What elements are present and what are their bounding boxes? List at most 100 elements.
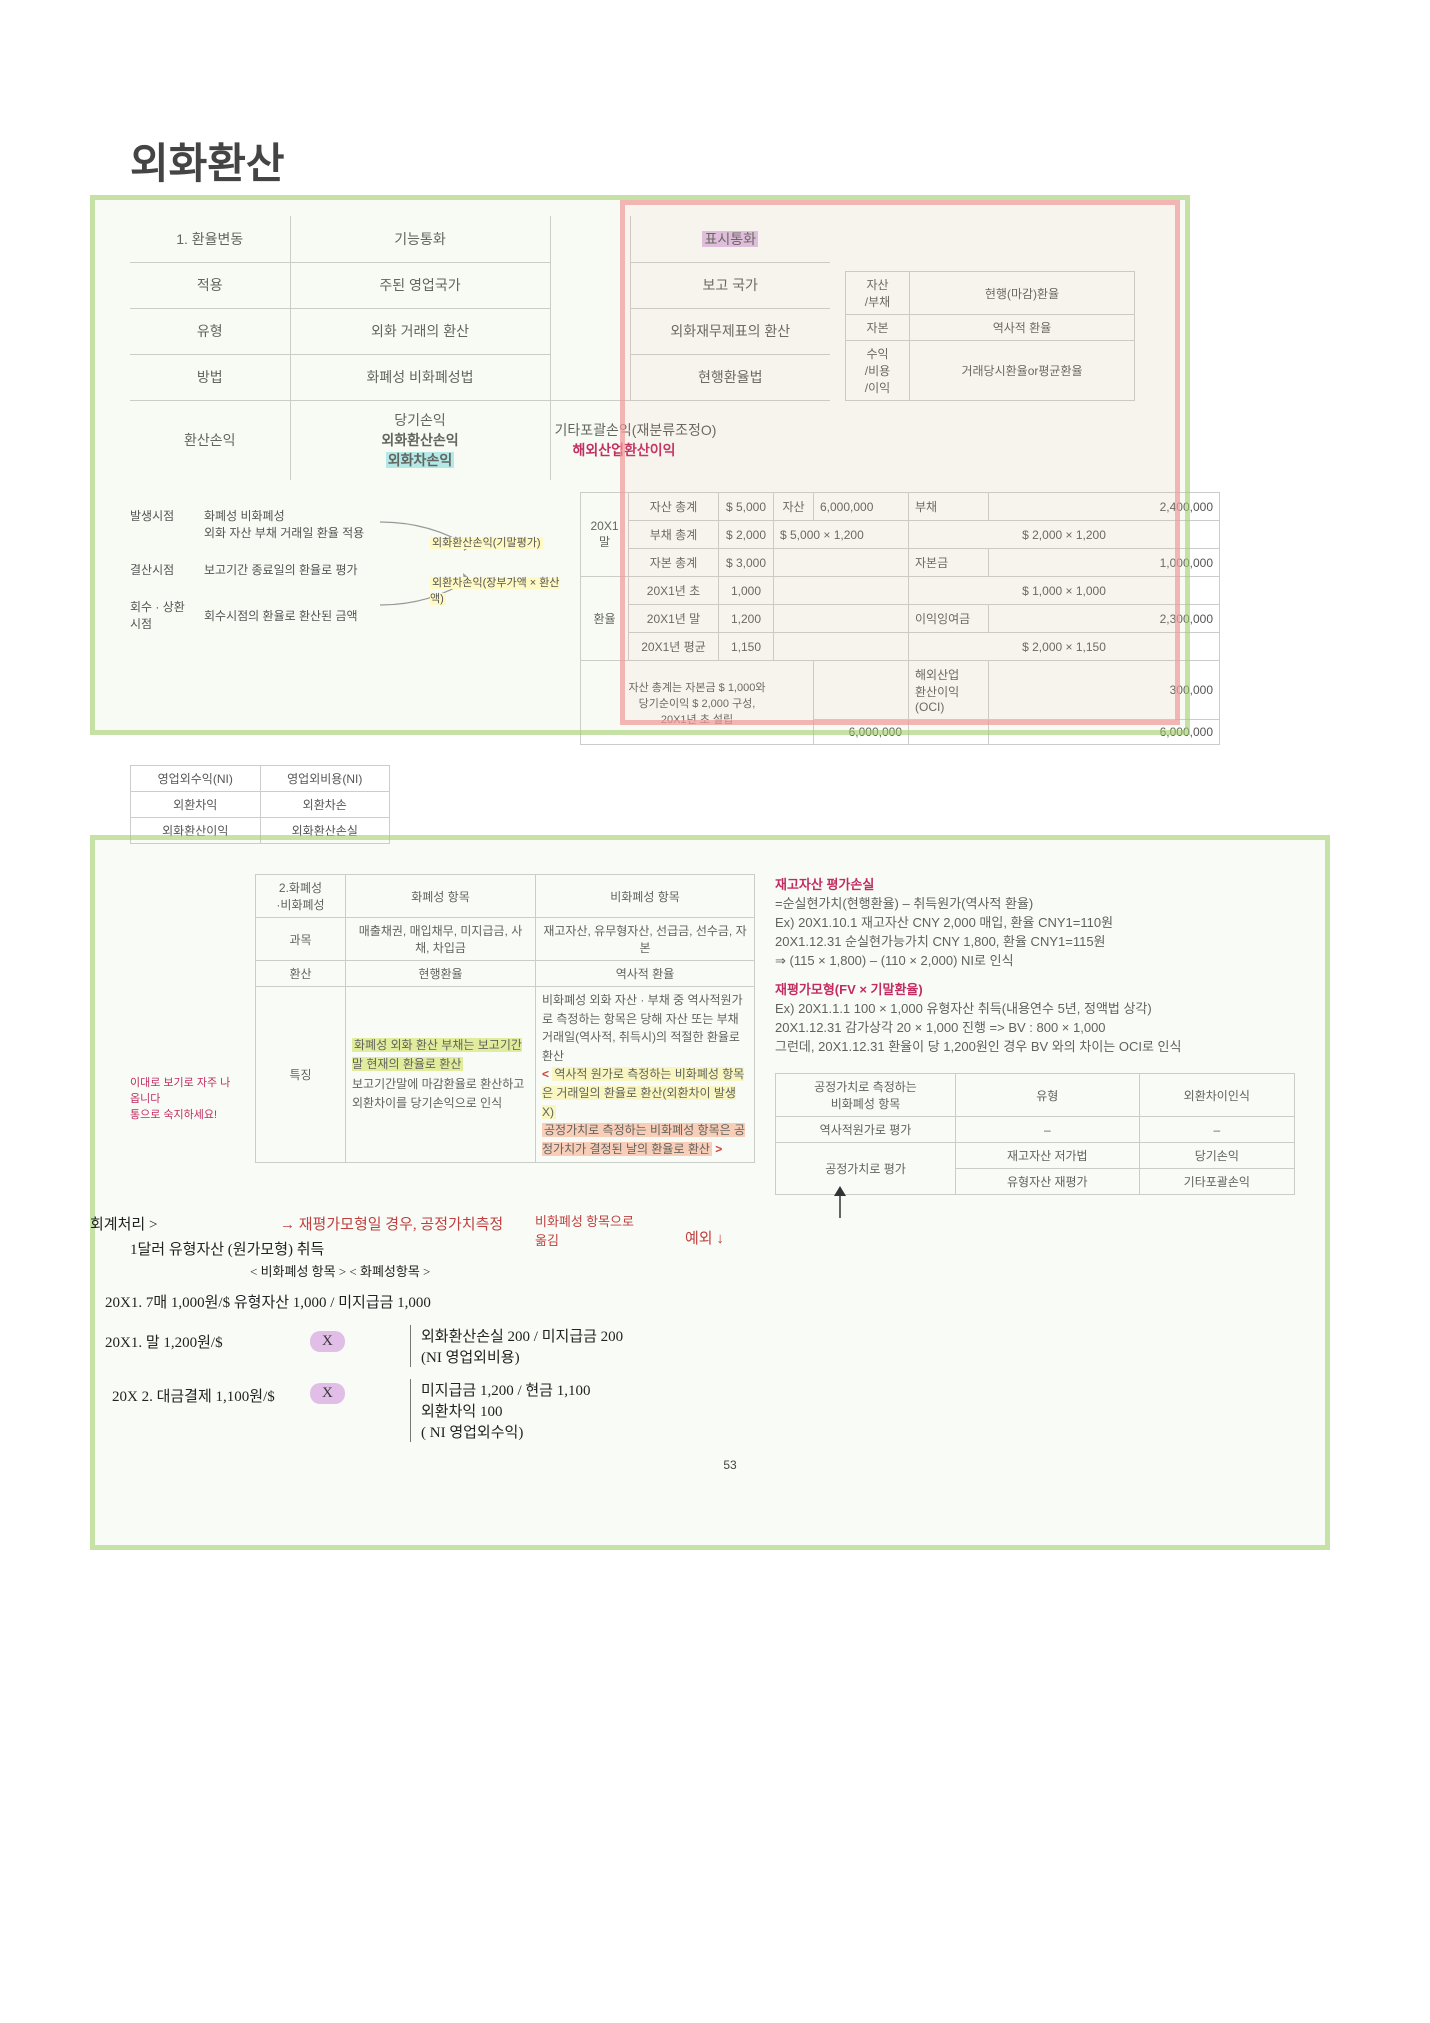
cell: $ 1,000 × 1,000 (909, 577, 1220, 605)
cell-text: 역사적 원가로 측정하는 비화폐성 항목은 거래일의 환율로 환산(외환차이 발… (542, 1067, 744, 1118)
cell: 20X1년 말 (629, 605, 719, 633)
handwriting: < 비화폐성 항목 > < 화폐성항목 > (250, 1261, 430, 1280)
cell: 표시통화 (702, 231, 758, 247)
cell: 수익 /비용 /이익 (846, 341, 910, 401)
cell: 현행환율법 (630, 354, 830, 400)
cell: $ 3,000 (719, 549, 774, 577)
fv-table: 공정가치로 측정하는 비화폐성 항목 유형 외환차이인식 역사적원가로 평가 –… (775, 1073, 1295, 1195)
handwriting: 예외 ↓ (685, 1227, 724, 1248)
cell: 부채 (909, 493, 989, 521)
cell: 부채 총계 (629, 521, 719, 549)
cell: 환율 (581, 577, 629, 661)
cell: 주된 영업국가 (290, 262, 550, 308)
x-badge: X (310, 1383, 345, 1404)
note-text: 보고기간 종료일의 환율로 평가 (204, 561, 358, 578)
cell: 화폐성 비화폐성법 (290, 354, 550, 400)
cell: – (956, 1117, 1140, 1143)
cell: 환산손익 (130, 400, 290, 480)
cell: $ 2,000 × 1,200 (909, 521, 1220, 549)
cell: 적용 (130, 262, 290, 308)
cell: 재고자산 저가법 (956, 1143, 1140, 1169)
x-badge: X (310, 1331, 345, 1352)
cell: 300,000 (989, 661, 1220, 720)
cell: 외환차익 (131, 792, 261, 818)
cell: 2.화폐성 ·비화폐성 (256, 875, 346, 918)
handwriting: 20X1. 7매 1,000원/$ 유형자산 1,000 / 미지급금 1,00… (105, 1291, 431, 1312)
cell: 당기손익 (1139, 1143, 1294, 1169)
cell: 기타포괄손익(재분류조정O) (555, 420, 821, 440)
cell: 이익잉여금 (909, 605, 989, 633)
note-text: 회수시점의 환율로 환산된 금액 (204, 607, 358, 624)
cell: 역사적 환율 (910, 315, 1135, 341)
cell: 외화환산손익 (301, 430, 540, 450)
handwriting: 회계처리 > (90, 1213, 157, 1234)
cell: 화폐성 항목 (346, 875, 536, 918)
handwriting: 1달러 유형자산 (원가모형) 취득 (130, 1238, 324, 1259)
cell: 재고자산, 유무형자산, 선급금, 선수금, 자본 (536, 918, 755, 961)
cell: $ 2,000 (719, 521, 774, 549)
cell: 6,000,000 (814, 720, 909, 745)
cell: 보고 국가 (630, 262, 830, 308)
cell: 1,150 (719, 633, 774, 661)
arrow-label: 외화환산손익(기말평가) (430, 537, 543, 549)
side-rate-table: 자산 /부채현행(마감)환율 자본역사적 환율 수익 /비용 /이익거래당시환율… (845, 271, 1135, 401)
cell: 현행(마감)환율 (910, 272, 1135, 315)
cell (550, 216, 630, 262)
handwriting: 미지급금 1,200 / 현금 1,100 외환차익 100 ( NI 영업외수… (410, 1379, 590, 1442)
cell: 역사적원가로 평가 (776, 1117, 956, 1143)
cell: 1,000 (719, 577, 774, 605)
arrows-svg (375, 507, 575, 627)
heading: 재고자산 평가손실 (775, 874, 1295, 893)
main-concept-table: 1. 환율변동 기능통화 표시통화 적용 주된 영업국가 보고 국가 유형 외화… (130, 216, 830, 480)
cell: 비화폐성 항목 (536, 875, 755, 918)
cell: 외환차손 (260, 792, 390, 818)
cell: 20X1년 초 (629, 577, 719, 605)
page-number: 53 (130, 1458, 1330, 1472)
cell: 1,000,000 (989, 549, 1220, 577)
text: 20X1.12.31 순실현가능가치 CNY 1,800, 환율 CNY1=11… (775, 931, 1295, 950)
cell: 과목 (256, 918, 346, 961)
cell: 유형 (956, 1074, 1140, 1117)
cell: 자산 총계는 자본금 $ 1,000와 당기순이익 $ 2,000 구성, 20… (581, 661, 814, 745)
note-label: 발생시점 (130, 507, 190, 524)
cell: 자산 /부채 (846, 272, 910, 315)
cell: 2,400,000 (989, 493, 1220, 521)
handwriting: → 재평가모형일 경우, 공정가치측정 (280, 1213, 503, 1234)
cell: 외화 거래의 환산 (290, 308, 550, 354)
arrow-label: 외환차손익(장부가액 × 환산액) (430, 577, 560, 605)
cell: 당기손익 (301, 410, 540, 430)
cell: 외화환산손실 (260, 818, 390, 844)
heading: 재평가모형(FV × 기말환율) (775, 979, 1295, 998)
cell: 환산 (256, 961, 346, 987)
cell: 외화재무제표의 환산 (630, 308, 830, 354)
cell: 기능통화 (290, 216, 550, 262)
ni-table: 영업외수익(NI)영업외비용(NI) 외환차익외환차손 외화환산이익외화환산손실 (130, 765, 390, 844)
cell: $ 5,000 × 1,200 (774, 521, 909, 549)
monetary-table: 2.화폐성 ·비화폐성 화폐성 항목 비화폐성 항목 과목 매출채권, 매입채무… (255, 874, 755, 1163)
cell: – (1139, 1117, 1294, 1143)
cell: $ 5,000 (719, 493, 774, 521)
note-text: 외화 자산 부채 거래일 환율 적용 (204, 524, 364, 541)
cell: 6,000,000 (989, 720, 1220, 745)
cell: 외화환산이익 (131, 818, 261, 844)
cell: 20X1년 평균 (629, 633, 719, 661)
side-pink-note: 이대로 보기로 자주 나옵니다 통으로 숙지하세요! (130, 874, 235, 1122)
cell: 유형 (130, 308, 290, 354)
cell: 해외산업 환산이익 (OCI) (909, 661, 989, 720)
cell: $ 2,000 × 1,150 (909, 633, 1220, 661)
cell: 2,300,000 (989, 605, 1220, 633)
cell: 기타포괄손익 (1139, 1169, 1294, 1195)
cell: 영업외비용(NI) (260, 766, 390, 792)
calc-table: 20X1말 자산 총계 $ 5,000 자산 6,000,000 부채 2,40… (580, 492, 1220, 745)
cell: 해외산업환산이익 (573, 442, 676, 458)
text: 20X1.12.31 감가상각 20 × 1,000 진행 => BV : 80… (775, 1017, 1295, 1036)
page-title: 외화환산 (130, 130, 1330, 191)
cell: 외환차이인식 (1139, 1074, 1294, 1117)
cell-text: 보고기간말에 마감환율로 환산하고 외환차이를 당기손익으로 인식 (352, 1077, 524, 1110)
up-arrow-icon (820, 1183, 860, 1223)
handwriting: 외화환산손실 200 / 미지급금 200 (NI 영업외비용) (410, 1325, 623, 1367)
cell: 자산 (774, 493, 814, 521)
cell: 6,000,000 (814, 493, 909, 521)
cell: 자산 총계 (629, 493, 719, 521)
cell: 특징 (256, 987, 346, 1163)
